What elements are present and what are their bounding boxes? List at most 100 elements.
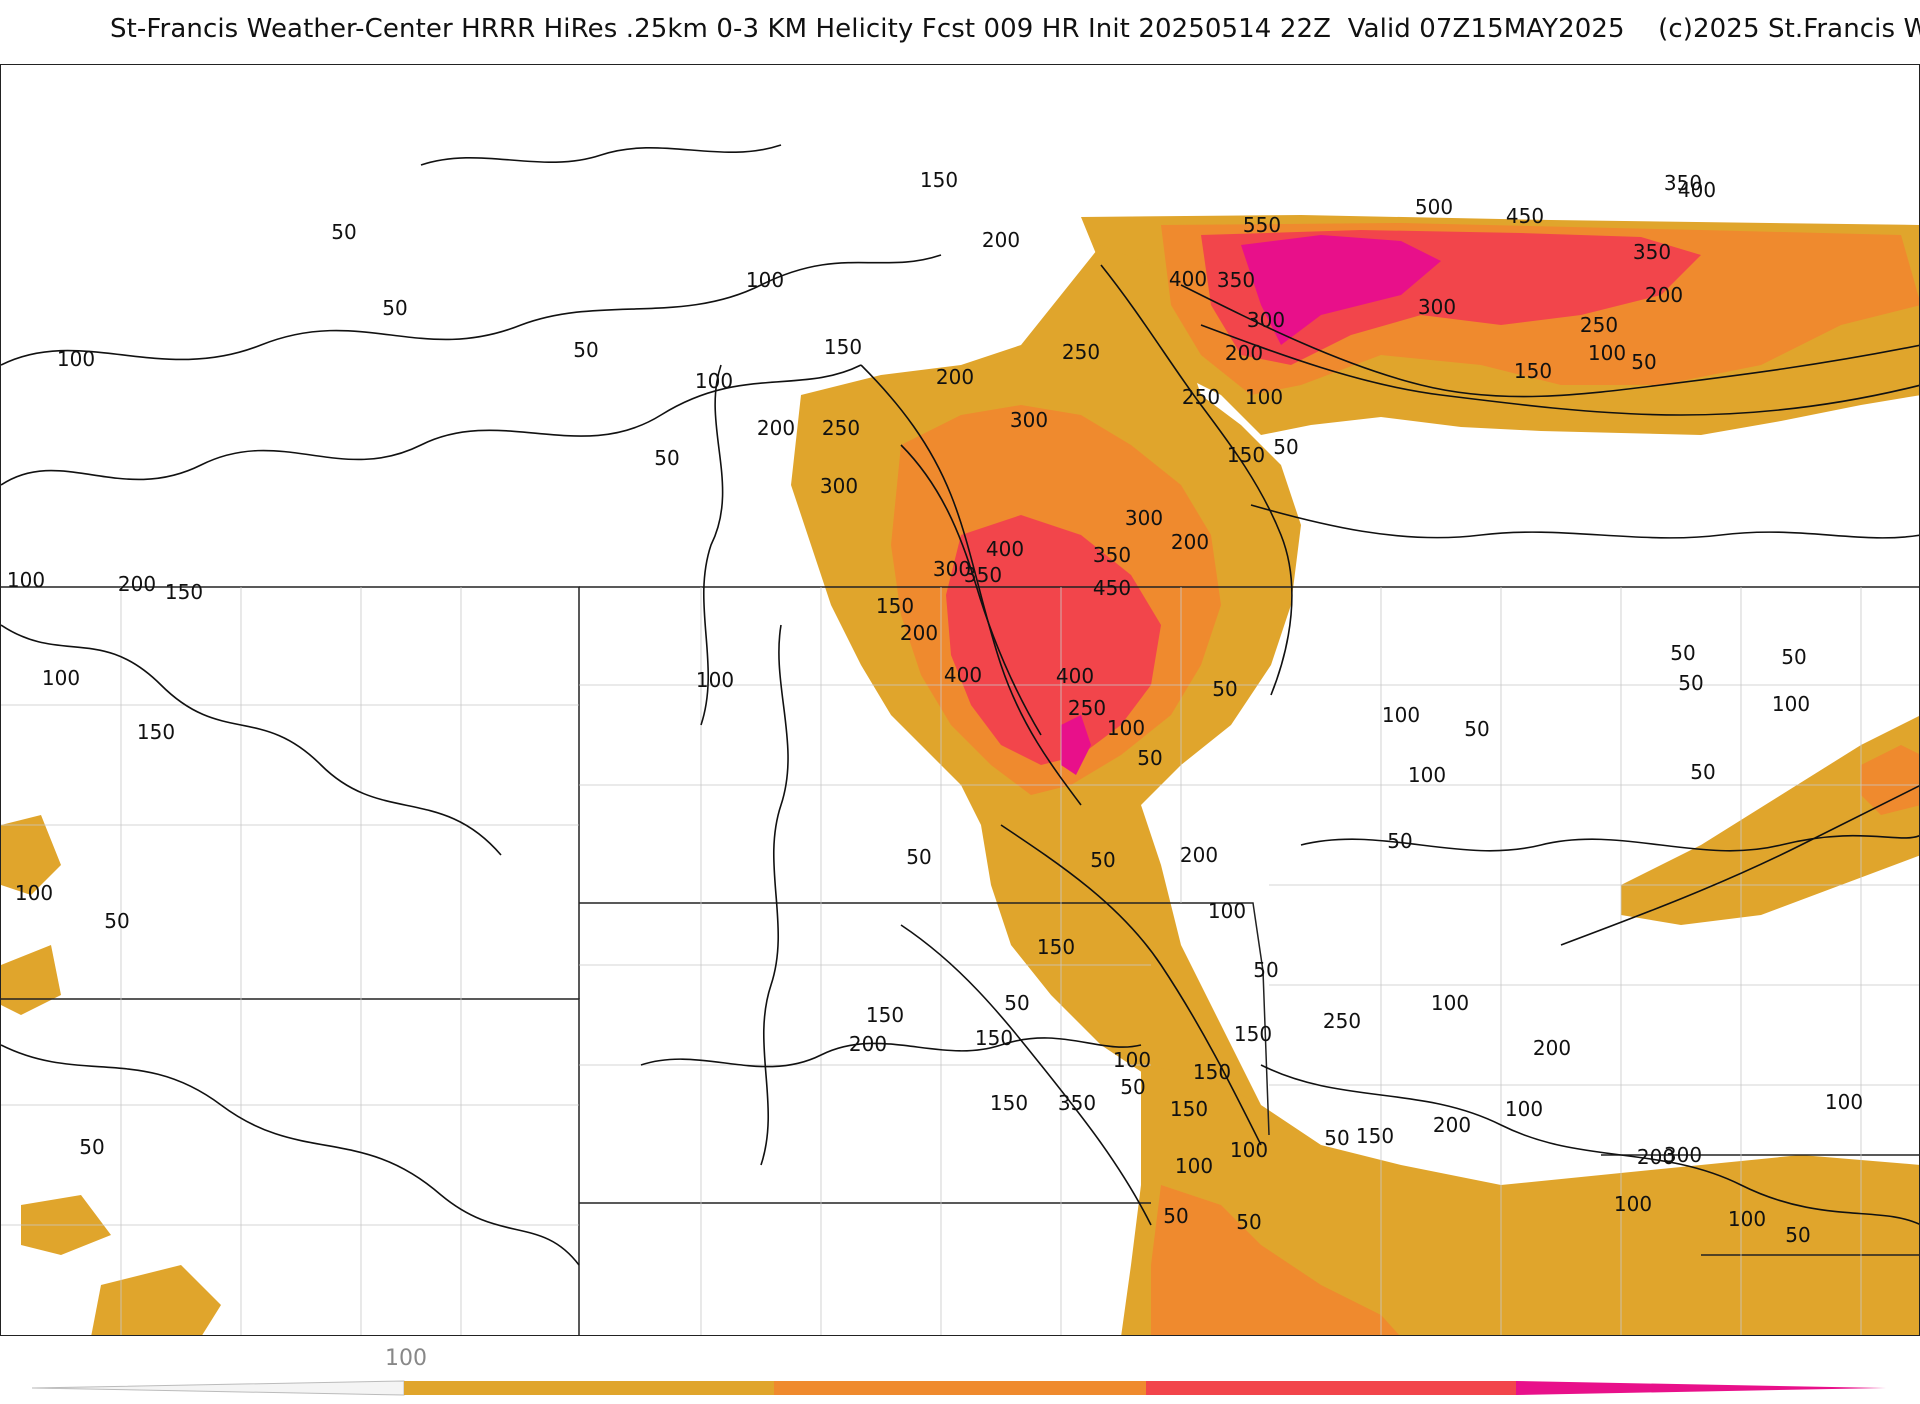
fill-region-south-gold — [1121, 1065, 1919, 1335]
contour-value-label: 50 — [1212, 677, 1237, 701]
helicity-map: 150 200 50 50 100 100 50 100 150 200 250 200 250 300 5… — [0, 64, 1920, 1336]
contour-line — [1250, 504, 1919, 539]
contour-value-label: 250 — [1323, 1009, 1361, 1033]
contour-value-label: 150 — [1227, 443, 1265, 467]
map-title: St-Francis Weather-Center HRRR HiRes .25… — [110, 14, 1920, 44]
contour-value-label: 50 — [1253, 958, 1278, 982]
contour-value-label: 400 — [944, 663, 982, 687]
contour-value-label: 300 — [1664, 1143, 1702, 1167]
contour-value-label: 100 — [1588, 341, 1626, 365]
county-line — [579, 587, 1269, 903]
contour-value-label: 100 — [696, 668, 734, 692]
contour-value-label: 100 — [1382, 703, 1420, 727]
contour-value-label: 150 — [1037, 935, 1075, 959]
contour-value-label: 250 — [1068, 696, 1106, 720]
contour-value-label: 50 — [1137, 746, 1162, 770]
contour-line — [1000, 824, 1262, 1146]
fill-region-south-orange — [1151, 1185, 1400, 1335]
contour-value-label: 400 — [1056, 664, 1094, 688]
contour-value-label: 150 — [137, 720, 175, 744]
fill-region-west-1 — [1, 815, 61, 895]
contour-value-label: 100 — [1230, 1138, 1268, 1162]
contour-value-label: 100 — [1408, 763, 1446, 787]
contour-value-label: 100 — [1175, 1154, 1213, 1178]
contour-line — [1, 1044, 580, 1266]
contour-value-label: 100 — [42, 666, 80, 690]
contour-value-label: 250 — [1580, 313, 1618, 337]
contour-line — [860, 364, 1082, 806]
contour-value-label: 100 — [746, 268, 784, 292]
contour-value-label: 450 — [1506, 204, 1544, 228]
contour-value-label: 50 — [1678, 671, 1703, 695]
contour-line — [1, 624, 502, 856]
contour-value-label: 50 — [382, 296, 407, 320]
contour-value-label: 100 — [1107, 716, 1145, 740]
contour-value-label: 150 — [824, 335, 862, 359]
fill-region-east-gold — [1621, 716, 1919, 925]
contour-value-label: 100 — [1113, 1048, 1151, 1072]
colorbar-scale — [31, 1380, 1886, 1396]
contour-value-label: 50 — [1387, 829, 1412, 853]
fill-region-central-magenta — [1061, 715, 1091, 775]
contour-line — [1, 364, 862, 486]
fill-region-north-magenta — [1241, 235, 1441, 345]
contour-value-label: 50 — [104, 909, 129, 933]
state-border — [1, 998, 580, 1335]
contour-value-label: 200 — [1180, 843, 1218, 867]
boundary-layer — [1, 586, 1919, 1335]
contour-value-label: 100 — [57, 347, 95, 371]
contour-value-label: 400 — [1678, 178, 1716, 202]
contour-value-label: 50 — [1090, 848, 1115, 872]
contour-value-label: 50 — [1670, 641, 1695, 665]
contour-value-label: 350 — [1093, 543, 1131, 567]
contour-value-label: 250 — [1182, 385, 1220, 409]
colorbar-segment — [1146, 1381, 1516, 1395]
contour-value-label: 200 — [1645, 283, 1683, 307]
contour-value-label: 350 — [1664, 171, 1702, 195]
contour-value-label: 350 — [1058, 1091, 1096, 1115]
contour-line — [640, 1037, 1142, 1068]
contour-value-label: 150 — [1170, 1097, 1208, 1121]
contour-value-label: 300 — [933, 557, 971, 581]
county-line — [579, 903, 1151, 1335]
contour-line — [760, 624, 789, 1166]
contour-value-label: 300 — [1010, 408, 1048, 432]
fill-region-west-3 — [91, 1265, 221, 1335]
contour-value-label: 50 — [1464, 717, 1489, 741]
contour-value-label: 250 — [822, 416, 860, 440]
state-border — [579, 902, 1270, 1136]
contour-line — [420, 144, 782, 166]
contour-value-label: 150 — [975, 1026, 1013, 1050]
contour-value-label: 300 — [1418, 295, 1456, 319]
contour-value-label: 50 — [1631, 350, 1656, 374]
contour-value-label: 200 — [1433, 1113, 1471, 1137]
contour-value-label: 100 — [695, 369, 733, 393]
contour-value-label: 300 — [1125, 506, 1163, 530]
contour-value-label: 100 — [1728, 1207, 1766, 1231]
contour-value-label: 100 — [7, 568, 45, 592]
contour-value-label: 150 — [876, 594, 914, 618]
contour-value-label: 150 — [1193, 1060, 1231, 1084]
contour-value-label: 100 — [1431, 991, 1469, 1015]
colorbar-segment — [404, 1381, 774, 1395]
contour-value-label: 200 — [118, 572, 156, 596]
county-line — [1, 587, 579, 1335]
colorbar: 100 — [0, 1336, 1920, 1400]
contour-value-label: 350 — [1633, 240, 1671, 264]
contour-value-label: 50 — [1163, 1204, 1188, 1228]
contour-value-label: 150 — [1514, 359, 1552, 383]
contour-value-label: 200 — [849, 1032, 887, 1056]
colorbar-tick-label: 100 — [385, 1346, 427, 1371]
contour-value-label: 50 — [654, 446, 679, 470]
contour-value-label: 200 — [936, 365, 974, 389]
contour-value-label: 200 — [1171, 530, 1209, 554]
contour-value-label: 150 — [920, 168, 958, 192]
contour-value-label: 50 — [1785, 1223, 1810, 1247]
contour-value-label: 50 — [79, 1135, 104, 1159]
contour-value-label: 100 — [1505, 1097, 1543, 1121]
contour-value-label: 400 — [1169, 267, 1207, 291]
contour-value-label: 50 — [1236, 1210, 1261, 1234]
contour-value-label: 150 — [165, 580, 203, 604]
